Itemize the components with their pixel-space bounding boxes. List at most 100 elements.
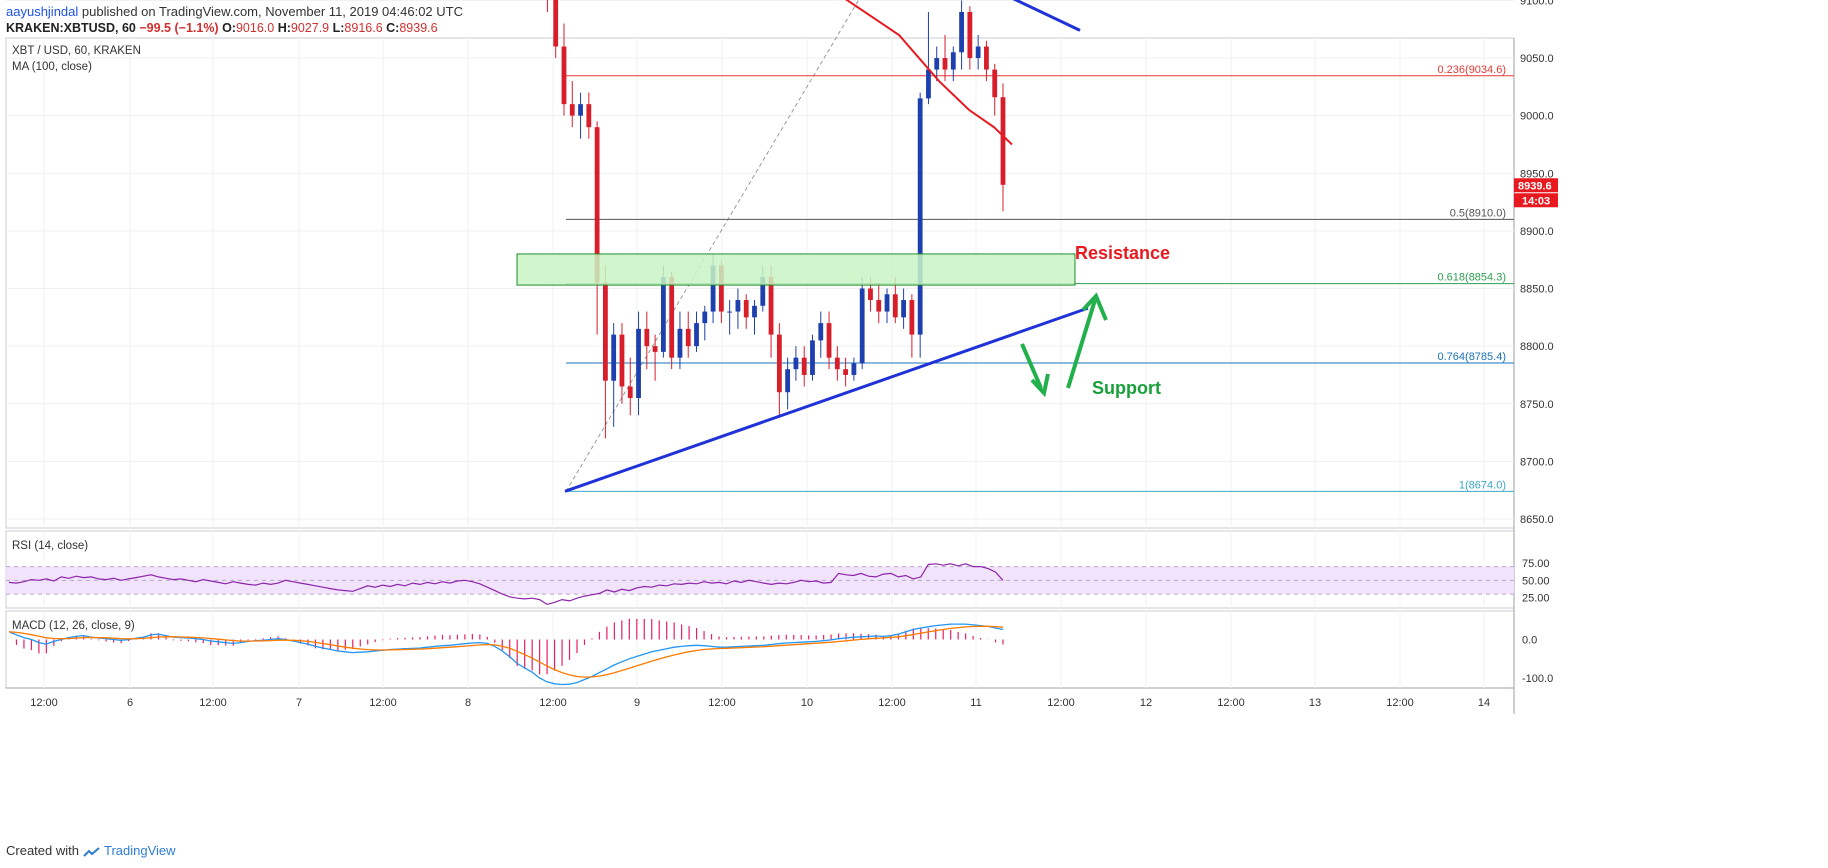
candle-body <box>652 346 658 352</box>
x-tick-label: 7 <box>296 697 302 709</box>
x-tick-label: 12:00 <box>1386 697 1414 709</box>
candle-body <box>810 340 815 375</box>
grid <box>5 0 1515 714</box>
high-value: 9027.9 <box>290 21 330 35</box>
candle-body <box>553 0 559 47</box>
candle-body <box>868 288 873 301</box>
change-value: −99.5 (−1.1%) <box>139 21 219 35</box>
candle-body <box>959 11 964 53</box>
y-tick-label: 8950.0 <box>1520 168 1554 180</box>
support-zone <box>516 253 1076 286</box>
candle-body <box>636 328 641 398</box>
candle-body <box>926 69 931 99</box>
close-label: C: <box>386 21 400 35</box>
close-value: 8939.6 <box>399 21 438 35</box>
rsi-tick-label: 50.00 <box>1522 575 1550 587</box>
resistance-annotation: Resistance <box>1075 243 1170 263</box>
x-tick-label: 12:00 <box>369 697 397 709</box>
up-arrow-shaft <box>1066 299 1097 389</box>
macd-pane <box>8 618 1004 686</box>
low-label: L: <box>332 21 345 35</box>
y-tick-label: 8850.0 <box>1520 284 1554 296</box>
candle-body <box>660 276 666 352</box>
candle-body <box>1000 97 1006 185</box>
candle-body <box>644 328 650 347</box>
x-tick-label: 12:00 <box>30 697 58 709</box>
candle-body <box>785 369 791 393</box>
low-value: 8916.6 <box>344 21 383 35</box>
pane-frame-2 <box>5 610 1515 689</box>
candle-body <box>909 300 915 335</box>
candle-body <box>561 46 567 105</box>
fib-level-label: 1(8674.0) <box>1459 479 1506 491</box>
down-arrow-head <box>1030 373 1050 398</box>
candle-body <box>586 104 592 128</box>
y-tick-label: 8800.0 <box>1520 341 1554 353</box>
fib-level-label: 0.764(8785.4) <box>1438 351 1507 363</box>
ma100-line <box>845 0 1013 146</box>
x-tick-label: 12:00 <box>539 697 567 709</box>
macd-title: MACD (12, 26, close, 9) <box>12 620 135 632</box>
rsi-pane <box>6 563 1514 606</box>
footer: Created with TradingView <box>6 843 176 858</box>
x-tick-label: 12:00 <box>199 697 227 709</box>
publish-info: aayushjindal published on TradingView.co… <box>6 4 463 19</box>
fib-level-label: 0.5(8910.0) <box>1450 207 1506 219</box>
candle-body <box>950 52 956 70</box>
x-tick-label: 6 <box>127 697 133 709</box>
candle-body <box>569 104 575 116</box>
candle-body <box>743 300 749 318</box>
down-arrow-shaft <box>1020 343 1043 389</box>
candle-body <box>694 323 699 347</box>
support-trendline <box>564 306 1089 493</box>
candle-body <box>611 334 617 381</box>
candle-body <box>843 369 849 375</box>
fib-level-label: 0.236(9034.6) <box>1438 64 1507 76</box>
candle-body <box>984 46 989 70</box>
x-tick-label: 11 <box>970 697 981 709</box>
author-link[interactable]: aayushjindal <box>6 4 79 19</box>
y-tick-label: 8900.0 <box>1520 226 1554 238</box>
rsi-title: RSI (14, close) <box>12 540 88 552</box>
axes: 12:00 6 12:00 7 12:00 8 12:00 9 12:00 10 12:00 11 12… <box>30 0 1553 709</box>
tradingview-link[interactable]: TradingView <box>104 843 176 858</box>
candle-body <box>752 305 757 318</box>
candle-body <box>685 328 691 347</box>
candle-body <box>760 276 766 306</box>
tradingview-logo-icon <box>82 846 100 857</box>
countdown-tag <box>1514 193 1558 208</box>
rsi-tick-label: 25.00 <box>1522 593 1550 605</box>
last-price-tag-text: 8939.6 <box>1518 180 1552 192</box>
y-tick-label: 9100.0 <box>1520 0 1554 7</box>
candle-body <box>677 328 683 358</box>
x-tick-label: 9 <box>634 697 640 709</box>
open-value: 9016.0 <box>235 21 275 35</box>
macd-signal-line <box>8 625 1004 678</box>
y-tick-label: 8650.0 <box>1520 514 1554 526</box>
candle-body <box>834 357 840 370</box>
x-tick-label: 8 <box>465 697 471 709</box>
open-label: O: <box>222 21 236 35</box>
candle-body <box>710 265 716 312</box>
candle-body <box>603 282 608 381</box>
candle-body <box>942 58 948 70</box>
x-tick-label: 12 <box>1140 697 1152 709</box>
candle-body <box>578 104 583 116</box>
y-tick-label: 9000.0 <box>1520 111 1554 123</box>
high-label: H: <box>277 21 291 35</box>
chart-title: XBT / USD, 60, KRAKEN <box>12 45 141 57</box>
y-tick-label: 9050.0 <box>1520 53 1554 65</box>
candle-body <box>776 334 782 393</box>
x-tick-label: 12:00 <box>708 697 736 709</box>
up-arrow-head <box>1081 292 1108 321</box>
published-text: published on TradingView.com, November 1… <box>81 4 463 19</box>
rsi-line <box>8 563 1004 606</box>
x-tick-label: 12:00 <box>1047 697 1075 709</box>
overlays <box>516 0 1108 493</box>
candle-body <box>901 300 906 318</box>
candle-body <box>735 300 741 312</box>
created-with-text: Created with <box>6 843 79 858</box>
x-tick-label: 10 <box>801 697 813 709</box>
rsi-tick-label: 75.00 <box>1522 558 1550 570</box>
